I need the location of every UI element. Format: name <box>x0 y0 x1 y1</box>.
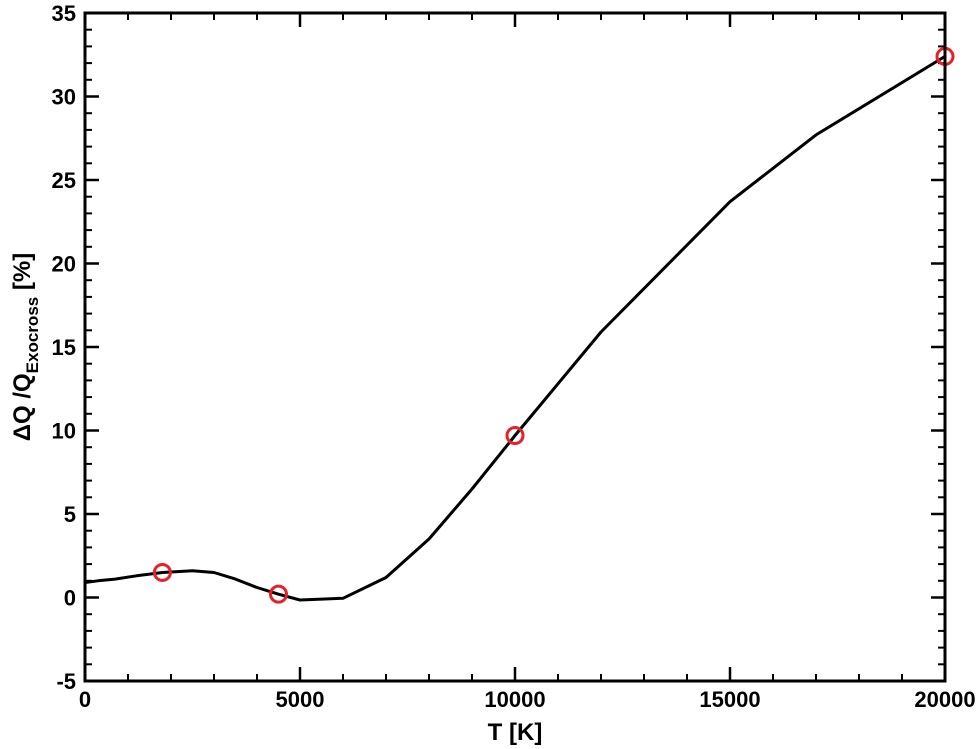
y-axis-label-subscript: Exocross <box>23 297 42 374</box>
y-axis-label-main: ΔQ /Q <box>9 373 36 441</box>
y-tick-label: 0 <box>64 586 76 611</box>
y-tick-label: 30 <box>52 85 76 110</box>
y-tick-label: -5 <box>56 669 76 694</box>
y-tick-label: 25 <box>52 168 76 193</box>
y-tick-label: 20 <box>52 252 76 277</box>
data-point-marker <box>505 426 525 446</box>
y-tick-label: 5 <box>64 502 76 527</box>
y-axis-label: ΔQ /QExocross [%] <box>9 253 42 441</box>
x-axis-label: T [K] <box>488 719 543 746</box>
x-tick-label: 0 <box>79 687 91 712</box>
data-point-marker <box>152 562 172 582</box>
labels-layer: T [K] ΔQ /QExocross [%] <box>9 253 542 746</box>
x-tick-label: 10000 <box>484 687 545 712</box>
x-tick-label: 5000 <box>276 687 325 712</box>
series-layer <box>84 46 955 604</box>
y-tick-label: 35 <box>52 1 76 26</box>
y-axis-label-suffix: [%] <box>9 253 36 297</box>
plot-frame <box>83 11 947 683</box>
data-point-marker <box>269 584 288 604</box>
series-line <box>84 55 946 602</box>
y-tick-label: 15 <box>52 335 76 360</box>
x-tick-label: 20000 <box>914 687 975 712</box>
y-tick-label: 10 <box>52 419 76 444</box>
x-tick-label: 15000 <box>699 687 760 712</box>
